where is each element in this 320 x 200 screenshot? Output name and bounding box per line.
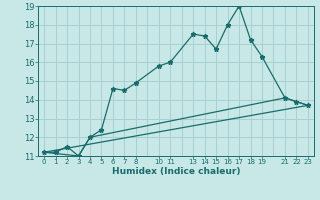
X-axis label: Humidex (Indice chaleur): Humidex (Indice chaleur) bbox=[112, 167, 240, 176]
